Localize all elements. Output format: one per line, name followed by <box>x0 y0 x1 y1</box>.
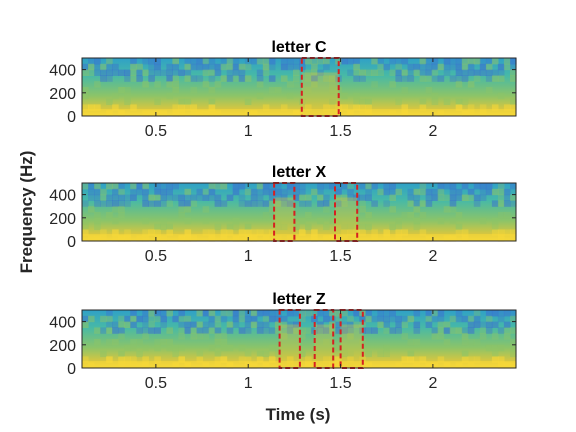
y-tick-label: 0 <box>67 361 76 378</box>
axes-frame <box>81 182 517 242</box>
spectrogram-panel: 0.5 1 1.5 2 0 200 400 letter C <box>49 39 517 140</box>
x-tick-label: 1 <box>244 375 253 392</box>
spectrogram-panel: 0.5 1 1.5 2 0 200 400 letter Z <box>49 291 517 392</box>
axes-frame <box>81 57 517 117</box>
spectrogram-panels: 0.5 1 1.5 2 0 200 400 letter C 0.5 1 1.5 2 0 200 400 le… <box>49 39 517 392</box>
x-tick-label: 2 <box>428 375 437 392</box>
y-tick-label: 200 <box>49 338 76 355</box>
y-tick-label: 200 <box>49 211 76 228</box>
panel-title: letter Z <box>272 291 326 308</box>
x-tick-label: 0.5 <box>145 123 167 140</box>
axes-frame <box>81 309 517 369</box>
x-tick-label: 1.5 <box>329 375 351 392</box>
y-tick-label: 0 <box>67 234 76 251</box>
panel-title: letter C <box>271 39 327 56</box>
x-axis-label: Time (s) <box>266 405 331 424</box>
y-tick-label: 0 <box>67 109 76 126</box>
x-tick-label: 2 <box>428 248 437 265</box>
x-tick-label: 0.5 <box>145 375 167 392</box>
y-tick-label: 400 <box>49 63 76 80</box>
y-tick-label: 400 <box>49 315 76 332</box>
x-tick-label: 1.5 <box>329 248 351 265</box>
x-tick-label: 0.5 <box>145 248 167 265</box>
x-tick-label: 2 <box>428 123 437 140</box>
y-tick-label: 400 <box>49 188 76 205</box>
spectrogram-panel: 0.5 1 1.5 2 0 200 400 letter X <box>49 164 517 265</box>
y-axis-label: Frequency (Hz) <box>17 151 36 274</box>
x-tick-label: 1 <box>244 123 253 140</box>
y-tick-label: 200 <box>49 86 76 103</box>
x-tick-label: 1.5 <box>329 123 351 140</box>
x-tick-label: 1 <box>244 248 253 265</box>
panel-title: letter X <box>272 164 327 181</box>
